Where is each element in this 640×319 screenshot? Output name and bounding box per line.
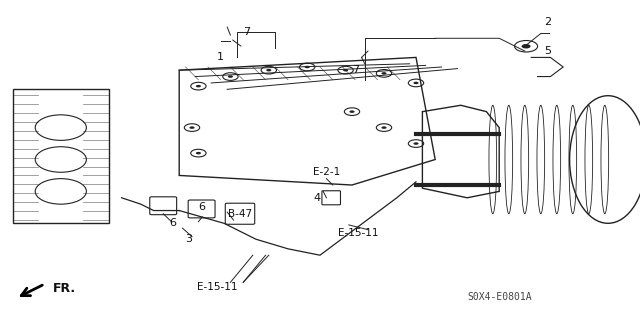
Text: E-15-11: E-15-11 (197, 282, 238, 292)
Text: 7: 7 (243, 27, 250, 37)
Text: E-15-11: E-15-11 (338, 228, 379, 238)
Text: 6: 6 (198, 202, 205, 212)
Text: FR.: FR. (52, 282, 76, 295)
Text: 2: 2 (543, 17, 551, 27)
Circle shape (196, 85, 201, 87)
Text: 7: 7 (351, 65, 359, 75)
Text: 1: 1 (218, 52, 224, 63)
Text: B-47: B-47 (228, 209, 252, 219)
Text: 5: 5 (544, 46, 550, 56)
Text: 3: 3 (186, 234, 192, 244)
Circle shape (381, 126, 387, 129)
Circle shape (305, 66, 310, 68)
Circle shape (413, 142, 419, 145)
Text: 6: 6 (170, 218, 176, 228)
Circle shape (349, 110, 355, 113)
Circle shape (413, 82, 419, 84)
Circle shape (522, 44, 531, 48)
Circle shape (343, 69, 348, 71)
Circle shape (381, 72, 387, 75)
Circle shape (196, 152, 201, 154)
Circle shape (266, 69, 271, 71)
Circle shape (189, 126, 195, 129)
Text: E-2-1: E-2-1 (313, 167, 340, 177)
Circle shape (228, 75, 233, 78)
Text: 4: 4 (313, 193, 321, 203)
Text: S0X4-E0801A: S0X4-E0801A (467, 292, 532, 302)
